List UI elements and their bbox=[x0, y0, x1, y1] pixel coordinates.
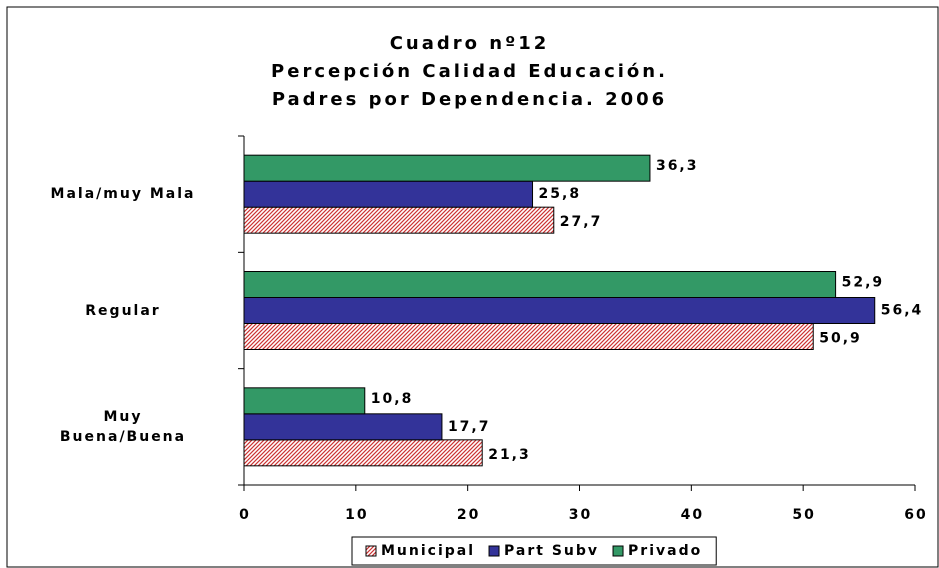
bar bbox=[243, 271, 837, 298]
category-label: Mala/muy Mala bbox=[50, 186, 196, 203]
x-tick-label: 0 bbox=[239, 507, 251, 523]
legend-box bbox=[351, 536, 717, 566]
legend-label: Privado bbox=[628, 543, 702, 559]
value-label: 10,8 bbox=[371, 391, 414, 407]
chart-title: Cuadro nº12 Percepción Calidad Educación… bbox=[271, 33, 668, 110]
legend-label: Part Subv bbox=[504, 543, 599, 559]
value-label: 36,3 bbox=[656, 158, 699, 174]
bar bbox=[243, 154, 651, 182]
value-label: 21,3 bbox=[488, 447, 531, 463]
bar bbox=[243, 413, 443, 441]
value-label: 27,7 bbox=[560, 214, 603, 230]
x-tick-label: 20 bbox=[457, 507, 480, 523]
x-tick-label: 40 bbox=[681, 507, 704, 523]
x-tick-label: 30 bbox=[569, 507, 592, 523]
value-label: 56,4 bbox=[881, 303, 924, 319]
bar bbox=[243, 323, 814, 350]
value-label: 52,9 bbox=[842, 275, 885, 291]
category-label: Regular bbox=[85, 302, 161, 319]
category-label: Muy Buena/Buena bbox=[59, 408, 187, 445]
bar bbox=[243, 297, 876, 324]
value-label: 25,8 bbox=[539, 186, 582, 202]
value-label: 17,7 bbox=[448, 419, 491, 435]
legend-swatch bbox=[365, 545, 377, 557]
bar bbox=[243, 439, 483, 467]
x-tick-label: 60 bbox=[904, 507, 927, 523]
value-label: 50,9 bbox=[819, 331, 862, 347]
legend-label: Municipal bbox=[381, 543, 475, 559]
legend-swatch bbox=[488, 545, 500, 557]
bar bbox=[243, 206, 555, 234]
x-tick-label: 50 bbox=[792, 507, 815, 523]
x-tick-label: 10 bbox=[345, 507, 368, 523]
legend-swatch bbox=[612, 545, 624, 557]
bar bbox=[243, 180, 534, 208]
chart-border bbox=[6, 6, 939, 568]
bar bbox=[243, 387, 366, 415]
